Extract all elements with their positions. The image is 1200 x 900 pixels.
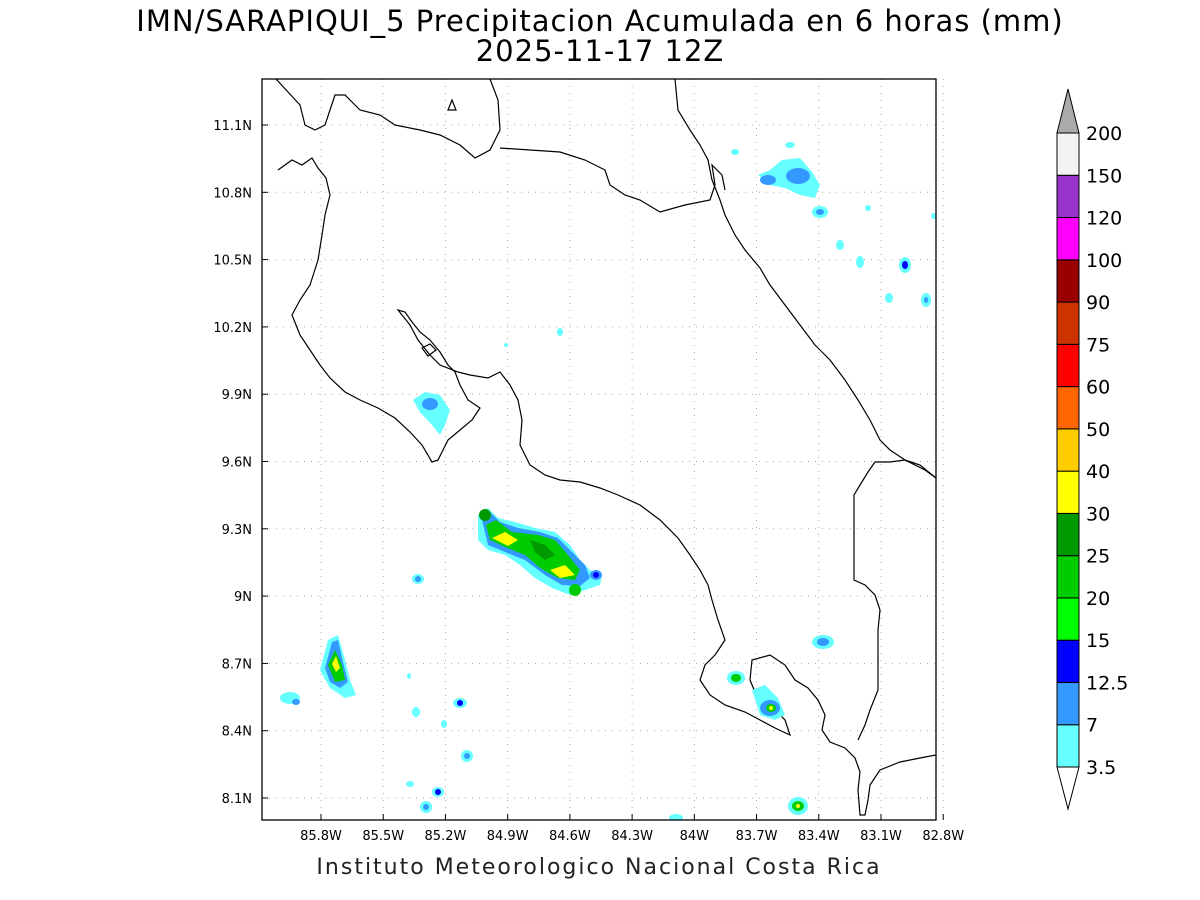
tick-label-lon: 84W (680, 829, 710, 844)
colorbar-label: 20 (1086, 588, 1110, 610)
colorbar-label: 200 (1086, 123, 1122, 145)
tick-label-lat: 8.4N (222, 725, 252, 740)
coastline-north (275, 79, 501, 159)
colorbar-label: 120 (1086, 208, 1122, 230)
coastline-pacific-nw (499, 147, 726, 213)
coastline-pacific (277, 157, 936, 816)
colorbar-swatch (1056, 555, 1080, 599)
coastline-panama (853, 459, 936, 741)
colorbar-swatch (1056, 259, 1080, 303)
coastlines (275, 79, 936, 816)
colorbar-swatch (1056, 639, 1080, 683)
precip-cell-northeast (731, 142, 936, 307)
map-frame (261, 78, 937, 821)
precip-cell-nicoya (413, 392, 450, 435)
tick-label-lon: 83.4W (798, 829, 840, 844)
colorbar-max-arrow (1056, 88, 1080, 134)
precip-cell-southeast (727, 635, 834, 815)
tick-label-lon: 84.9W (487, 829, 529, 844)
colorbar-label: 40 (1086, 461, 1110, 483)
map-gridlines (262, 79, 944, 820)
tick-label-lat: 10.2N (213, 321, 252, 336)
colorbar-label: 75 (1086, 334, 1110, 356)
colorbar-swatch (1056, 681, 1080, 726)
colorbar-label: 3.5 (1086, 757, 1116, 779)
colorbar-label: 30 (1086, 503, 1110, 525)
tick-label-lon: 84.3W (611, 829, 653, 844)
tick-label-lat: 8.1N (222, 792, 252, 807)
tick-label-lon: 85.2W (425, 829, 467, 844)
tick-label-lat: 11.1N (213, 119, 252, 134)
colorbar-swatch (1056, 597, 1080, 641)
colorbar-label: 7 (1086, 715, 1098, 737)
precip-cell-southwest (320, 635, 356, 698)
tick-label-lat: 9.6N (222, 456, 252, 471)
map-subtitle: 2025-11-17 12Z (475, 34, 725, 68)
tick-label-lat: 10.8N (213, 186, 252, 201)
colorbar-label: 90 (1086, 292, 1110, 314)
map-title: IMN/SARAPIQUI_5 Precipitacion Acumulada … (136, 4, 1064, 38)
colorbar-swatch (1056, 301, 1080, 345)
colorbar-min-arrow (1056, 766, 1080, 811)
tick-label-lat: 9N (234, 590, 252, 605)
tick-label-lon: 84.6W (549, 829, 591, 844)
tick-label-lon: 83.7W (736, 829, 778, 844)
colorbar-swatch (1056, 724, 1080, 768)
colorbar: 3.5 7 12.5 15 20 25 30 40 50 60 75 90 100 120 150 200 (1056, 88, 1128, 811)
map-axes: 85.8W 85.5W 85.2W 84.9W 84.6W 84.3W 84W 83.7W 83… (213, 119, 964, 844)
colorbar-label: 12.5 (1086, 672, 1128, 694)
tick-label-lat: 8.7N (222, 657, 252, 672)
colorbar-swatch (1056, 428, 1080, 472)
colorbar-label: 25 (1086, 546, 1110, 568)
colorbar-swatch (1056, 512, 1080, 557)
colorbar-swatch (1056, 174, 1080, 219)
colorbar-swatch (1056, 132, 1080, 176)
colorbar-label: 60 (1086, 377, 1110, 399)
tick-label-lon: 85.8W (300, 829, 342, 844)
colorbar-label: 50 (1086, 419, 1110, 441)
coastline-caribbean (674, 79, 936, 479)
precip-cell-central (478, 508, 602, 596)
island-north (447, 98, 457, 111)
colorbar-label: 150 (1086, 165, 1122, 187)
tick-label-lon: 85.5W (362, 829, 404, 844)
colorbar-swatch (1056, 470, 1080, 514)
map-footer: Instituto Meteorologico Nacional Costa R… (316, 855, 882, 880)
colorbar-label: 100 (1086, 250, 1122, 272)
precip-cells-scattered (280, 328, 683, 820)
tick-label-lon: 82.8W (922, 829, 964, 844)
colorbar-swatch (1056, 386, 1080, 430)
tick-label-lat: 9.3N (222, 523, 252, 538)
colorbar-label: 15 (1086, 630, 1110, 652)
colorbar-swatch (1056, 217, 1080, 261)
tick-label-lat: 10.5N (213, 254, 252, 269)
colorbar-swatch (1056, 343, 1080, 388)
tick-label-lon: 83.1W (860, 829, 902, 844)
precipitation-field (280, 142, 936, 820)
tick-label-lat: 9.9N (222, 388, 252, 403)
island-gulf (421, 343, 437, 357)
